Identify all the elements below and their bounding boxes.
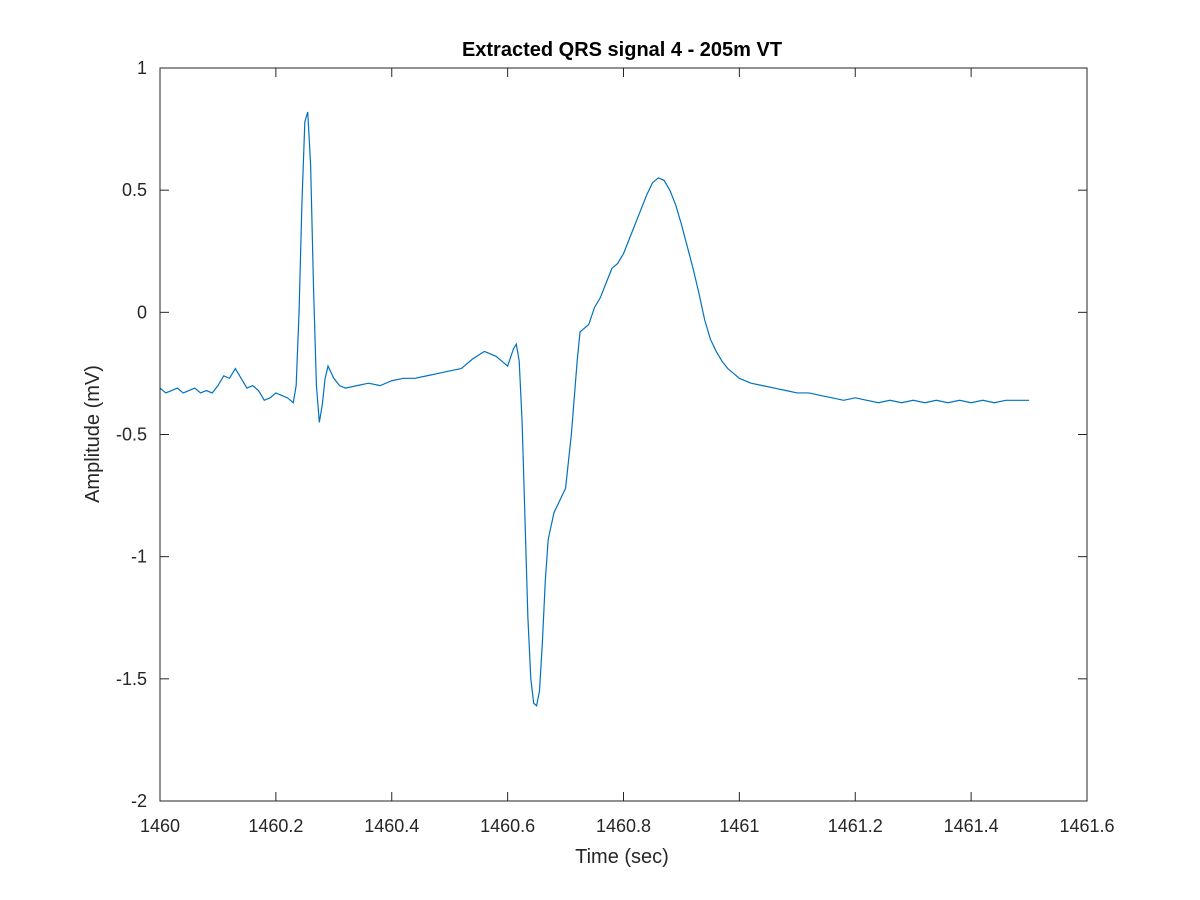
chart-title: Extracted QRS signal 4 - 205m VT [462,39,782,61]
axes-box [159,67,1088,802]
plot-area [159,67,1088,802]
y-tick-label: 0 [137,302,147,322]
y-tick-label: 1 [137,58,147,78]
x-tick-label: 1460 [140,816,180,836]
y-tick-label: -2 [131,791,147,811]
y-tick-label: -0.5 [116,425,147,445]
x-tick-label: 1460.8 [596,816,651,836]
signal-line [159,111,1030,707]
y-axis: -2 -1.5 -1 -0.5 0 0.5 1 [116,58,1087,811]
y-tick-label: -1 [131,547,147,567]
x-axis: 1460 1460.2 1460.4 1460.6 1460.8 1461 1461.2 14… [140,68,1115,836]
x-tick-label: 1461.4 [944,816,999,836]
x-tick-label: 1461.6 [1059,816,1114,836]
x-tick-label: 1460.4 [364,816,419,836]
y-axis-label: Amplitude (mV) [82,365,104,503]
x-tick-label: 1460.2 [248,816,303,836]
x-tick-label: 1461 [719,816,759,836]
x-axis-label: Time (sec) [575,846,669,868]
x-tick-label: 1460.6 [480,816,535,836]
y-tick-label: 0.5 [122,180,147,200]
x-tick-label: 1461.2 [828,816,883,836]
y-tick-label: -1.5 [116,669,147,689]
